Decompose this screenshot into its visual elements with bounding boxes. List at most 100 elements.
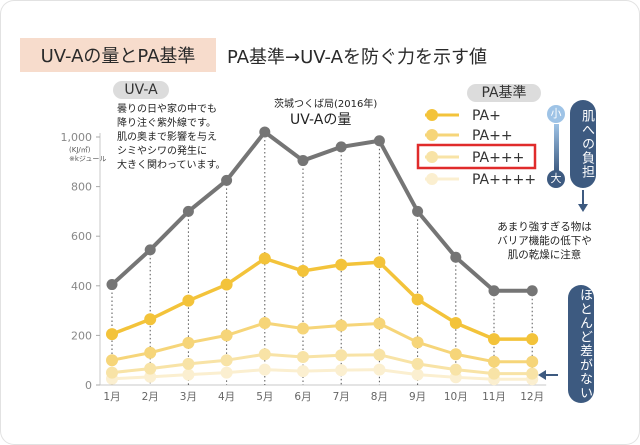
- x-tick-label: 11月: [482, 391, 506, 403]
- legend-label: PA++++: [472, 172, 536, 188]
- data-point: [526, 285, 538, 297]
- large-badge: 大: [547, 170, 565, 188]
- data-point: [411, 293, 424, 306]
- y-tick-label: 600: [71, 230, 92, 243]
- series-line: [111, 256, 533, 341]
- data-point: [220, 329, 233, 342]
- data-point: [373, 135, 385, 147]
- title-box: UV-Aの量とPA基準: [20, 38, 216, 72]
- pa-pill: PA基準: [467, 84, 541, 102]
- page-subtitle: PA基準→UV-Aを防ぐ力を示す値: [227, 47, 487, 68]
- data-point: [488, 367, 500, 380]
- y-tick-label: 200: [71, 329, 92, 342]
- data-point: [144, 346, 157, 359]
- data-point: [411, 368, 424, 381]
- data-point: [335, 258, 348, 271]
- data-point: [258, 348, 271, 361]
- data-point: [106, 354, 118, 367]
- data-point: [335, 349, 348, 362]
- data-point: [182, 368, 195, 381]
- x-tick-label: 6月: [294, 391, 311, 403]
- x-tick-label: 9月: [409, 391, 426, 403]
- data-point: [259, 126, 271, 138]
- data-point: [220, 278, 233, 291]
- data-point: [106, 328, 118, 341]
- skin-burden-label: 肌への負担: [570, 100, 596, 188]
- data-point: [449, 363, 462, 376]
- data-point: [297, 155, 309, 167]
- location-label: 茨城つくば局(2016年): [274, 99, 378, 110]
- series-line: [111, 352, 533, 376]
- data-point: [144, 313, 157, 326]
- data-point: [220, 366, 233, 379]
- strong-note: あまり強すぎる物は バリア機能の低下や 肌の乾燥に注意: [497, 221, 592, 261]
- data-point: [449, 348, 462, 361]
- series-line: [110, 130, 533, 293]
- legend-swatch-dot: [426, 109, 438, 121]
- series-line: [111, 368, 533, 381]
- data-point: [412, 205, 424, 217]
- y-tick-label: 400: [71, 280, 92, 293]
- data-point: [526, 333, 539, 346]
- gradient-bar: [554, 124, 559, 172]
- data-point: [297, 322, 309, 335]
- data-point: [106, 366, 118, 379]
- uva-amount-label: UV-Aの量: [290, 112, 352, 128]
- data-point: [526, 355, 539, 368]
- data-point: [297, 264, 309, 277]
- data-point: [373, 348, 386, 361]
- data-point: [526, 367, 539, 380]
- data-point: [450, 251, 462, 263]
- data-point: [258, 317, 271, 329]
- data-point: [488, 355, 500, 368]
- x-tick-label: 12月: [520, 391, 544, 403]
- x-tick-label: 3月: [180, 391, 197, 403]
- legend-highlight-box: [416, 143, 537, 170]
- legend-swatch-dot: [426, 151, 438, 163]
- x-tick-label: 4月: [218, 391, 235, 403]
- data-point: [258, 363, 271, 376]
- x-tick-label: 7月: [333, 391, 350, 403]
- y-tick-label: 1,000: [61, 131, 93, 144]
- data-point: [373, 363, 386, 376]
- data-point: [373, 256, 386, 269]
- legend-label: PA+: [472, 108, 501, 124]
- page-title: UV-Aの量とPA基準: [40, 46, 196, 67]
- data-point: [449, 317, 462, 329]
- x-tick-label: 8月: [371, 391, 388, 403]
- data-point: [411, 336, 424, 349]
- y-unit-label: (KJ/㎡) ※kジュール: [69, 146, 107, 163]
- legend-swatch-dot: [426, 173, 438, 185]
- data-point: [221, 174, 233, 186]
- data-point: [297, 350, 309, 363]
- x-tick-label: 1月: [103, 391, 120, 403]
- y-tick-label: 0: [85, 379, 92, 392]
- data-point: [488, 333, 500, 346]
- data-point: [488, 285, 500, 297]
- data-point: [106, 279, 118, 291]
- x-tick-label: 2月: [142, 391, 159, 403]
- data-point: [220, 354, 233, 367]
- data-point: [258, 252, 271, 265]
- almost-same-label: ほとんど差がない: [568, 285, 594, 403]
- x-tick-label: 10月: [444, 391, 468, 403]
- data-point: [144, 362, 157, 375]
- x-tick-label: 5月: [256, 391, 273, 403]
- data-point: [335, 364, 348, 377]
- data-point: [182, 205, 194, 217]
- data-point: [182, 357, 195, 370]
- data-point: [297, 365, 309, 378]
- data-point: [411, 357, 424, 370]
- y-tick-label: 800: [71, 181, 92, 194]
- data-point: [182, 336, 195, 349]
- data-point: [182, 294, 195, 307]
- uva-pill: UV-A: [113, 81, 169, 99]
- data-point: [144, 244, 156, 256]
- uva-note: 曇りの日や家の中でも 降り注ぐ紫外線です。 肌の奥まで影響を与え シミやシワの発…: [117, 104, 226, 171]
- data-point: [335, 141, 347, 153]
- small-badge: 小: [547, 105, 565, 123]
- legend-label: PA+++: [472, 150, 524, 166]
- series-line: [111, 321, 533, 364]
